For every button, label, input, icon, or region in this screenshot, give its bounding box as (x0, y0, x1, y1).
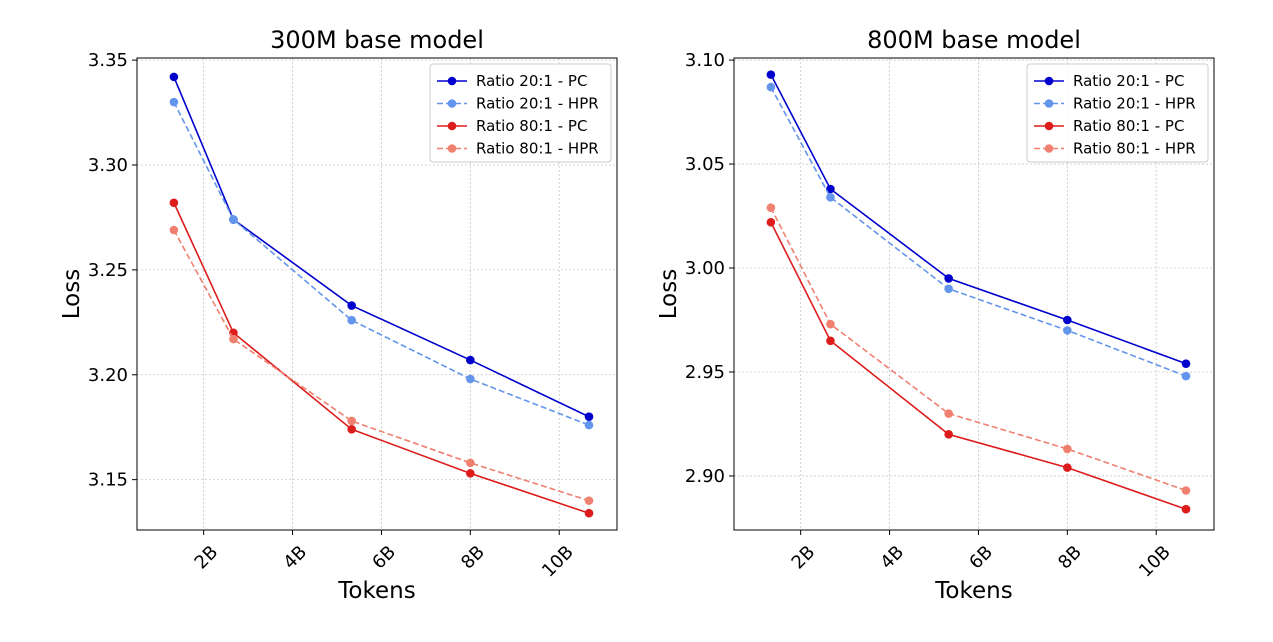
plot-frame (136, 57, 618, 531)
data-point (766, 70, 776, 79)
data-point (584, 496, 594, 505)
x-tick-label: 10B (538, 542, 578, 582)
data-point (766, 82, 776, 92)
chart-title: 800M base model (867, 26, 1081, 54)
x-tick-label: 4B (279, 542, 311, 574)
data-point (169, 97, 179, 107)
x-tick-label: 2B (788, 542, 820, 574)
data-point (169, 72, 179, 82)
data-point (1063, 326, 1072, 335)
data-point (944, 409, 953, 418)
series-line-2 (173, 101, 590, 426)
data-point (169, 225, 179, 235)
x-tick-label: 6B (965, 542, 997, 574)
legend-label: Ratio 80:1 - PC (476, 117, 587, 135)
data-point (347, 425, 356, 434)
legend-marker (1044, 76, 1054, 86)
legend: Ratio 20:1 - PC Ratio 20:1 - HPR Ratio 80:… (429, 63, 612, 163)
data-point (347, 315, 356, 325)
data-point (347, 416, 356, 426)
data-point (1181, 359, 1191, 368)
data-point (169, 198, 179, 208)
legend-frame (429, 63, 612, 163)
data-point (466, 458, 475, 468)
legend-label: Ratio 80:1 - HPR (476, 140, 599, 158)
legend-frame (1026, 63, 1209, 163)
x-tick-label: 8B (457, 542, 489, 574)
data-point (944, 430, 953, 439)
legend-label: Ratio 20:1 - PC (1073, 72, 1184, 90)
y-tick-label: 3.25 (88, 260, 128, 281)
data-point (466, 355, 475, 365)
data-point (1063, 444, 1072, 454)
legend-marker (1044, 99, 1054, 108)
chart-panel-2: 2B 4B 6B 8B 10B 2.90 2.95 3.00 3.05 3.10 800M base… (656, 26, 1215, 604)
chart-panel-1: 2B 4B 6B 8B 10B 3.15 3.20 3.25 3.30 3.35 300M base… (59, 26, 618, 604)
y-axis-label: Loss (59, 269, 85, 319)
x-tick-label: 8B (1054, 542, 1086, 574)
data-point (1063, 315, 1072, 325)
legend-label: Ratio 20:1 - HPR (476, 95, 599, 113)
legend: Ratio 20:1 - PC Ratio 20:1 - HPR Ratio 80:… (1026, 63, 1209, 163)
data-point (826, 336, 835, 346)
data-point (466, 469, 475, 478)
y-tick-label: 3.00 (685, 258, 725, 279)
data-point (1181, 371, 1191, 381)
chart-title: 300M base model (270, 26, 484, 54)
y-tick-label: 3.15 (88, 470, 128, 491)
data-point (229, 334, 238, 344)
data-point (1181, 504, 1191, 514)
legend-label: Ratio 80:1 - PC (1073, 117, 1184, 135)
y-tick-label: 3.35 (88, 50, 128, 71)
y-axis-label: Loss (656, 269, 682, 319)
data-point (766, 217, 776, 227)
legend-label: Ratio 20:1 - HPR (1073, 95, 1196, 113)
data-point (1063, 463, 1072, 472)
x-tick-label: 6B (368, 542, 400, 574)
data-point (944, 284, 953, 294)
legend-marker (447, 121, 457, 131)
data-point (584, 508, 594, 518)
legend-marker (447, 144, 457, 153)
data-point (766, 203, 776, 213)
legend-marker (447, 99, 457, 108)
data-point (584, 420, 594, 430)
legend-marker (1044, 121, 1054, 131)
legend-marker (447, 76, 457, 86)
x-tick-label: 10B (1135, 542, 1175, 582)
data-point (1181, 486, 1191, 495)
legend-marker (1044, 144, 1054, 153)
legend-label: Ratio 80:1 - HPR (1073, 140, 1196, 158)
data-point (466, 374, 475, 384)
data-point (944, 274, 953, 283)
x-axis-label: Tokens (934, 578, 1012, 604)
y-tick-label: 3.10 (685, 50, 725, 71)
y-tick-label: 3.20 (88, 365, 128, 386)
plot-frame (733, 57, 1215, 531)
data-point (347, 301, 356, 310)
series-line-4 (173, 229, 590, 502)
legend-label: Ratio 20:1 - PC (476, 72, 587, 90)
x-tick-label: 2B (191, 542, 223, 574)
data-point (826, 193, 835, 202)
data-point (826, 184, 835, 194)
x-tick-label: 4B (876, 542, 908, 574)
y-tick-label: 2.90 (685, 466, 725, 487)
x-axis-label: Tokens (337, 578, 415, 604)
y-tick-label: 3.30 (88, 155, 128, 176)
data-point (584, 412, 594, 422)
y-tick-label: 2.95 (685, 362, 725, 383)
y-tick-label: 3.05 (685, 154, 725, 175)
data-point (229, 215, 238, 224)
data-point (826, 319, 835, 329)
